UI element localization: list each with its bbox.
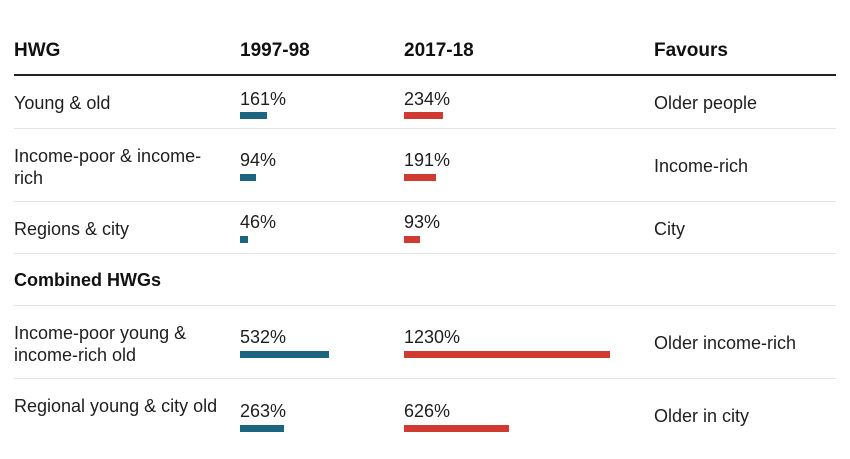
value-1997-98: 263% [240, 401, 287, 421]
row-label: Income-poor young & income-rich old [14, 323, 187, 365]
value-1997-98: 161% [240, 89, 287, 109]
value-2017-18: 626% [404, 401, 451, 421]
favours-value: Older income-rich [654, 333, 797, 353]
table-header: HWG 1997-98 2017-18 Favours [14, 0, 836, 76]
table-row: Regions & city 46% 93% City [14, 202, 836, 254]
favours-value: Income-rich [654, 156, 749, 176]
section-title: Combined HWGs [14, 270, 161, 290]
value-2017-18: 191% [404, 150, 451, 170]
header-1997-98: 1997-98 [240, 40, 310, 61]
bar-2017-18 [404, 112, 443, 119]
bar-2017-18 [404, 236, 420, 243]
header-favours: Favours [654, 40, 728, 61]
row-label: Regional young & city old [14, 396, 218, 416]
table-row: Regional young & city old 263% 626% Olde… [14, 379, 836, 451]
bar-1997-98 [240, 236, 248, 243]
bar-1997-98 [240, 112, 267, 119]
table-row: Young & old 161% 234% Older people [14, 76, 836, 129]
value-2017-18: 1230% [404, 327, 461, 347]
value-1997-98: 94% [240, 150, 277, 170]
bar-2017-18 [404, 174, 436, 181]
value-2017-18: 93% [404, 212, 441, 232]
value-1997-98: 46% [240, 212, 277, 232]
table-row: Income-poor young & income-rich old 532%… [14, 306, 836, 379]
bar-2017-18 [404, 351, 610, 358]
value-1997-98: 532% [240, 327, 287, 347]
table-row: Income-poor & income-rich 94% 191% Incom… [14, 129, 836, 202]
hwg-table: HWG 1997-98 2017-18 Favours Young & old … [14, 0, 836, 451]
section-row: Combined HWGs [14, 254, 836, 306]
bar-1997-98 [240, 351, 329, 358]
bar-1997-98 [240, 425, 284, 432]
header-2017-18: 2017-18 [404, 40, 474, 61]
favours-value: City [654, 219, 685, 239]
value-2017-18: 234% [404, 89, 451, 109]
row-label: Young & old [14, 93, 111, 113]
favours-value: Older in city [654, 406, 750, 426]
bar-2017-18 [404, 425, 509, 432]
row-label: Regions & city [14, 219, 130, 239]
favours-value: Older people [654, 93, 758, 113]
bar-1997-98 [240, 174, 256, 181]
row-label: Income-poor & income-rich [14, 146, 202, 188]
header-hwg: HWG [14, 40, 61, 61]
